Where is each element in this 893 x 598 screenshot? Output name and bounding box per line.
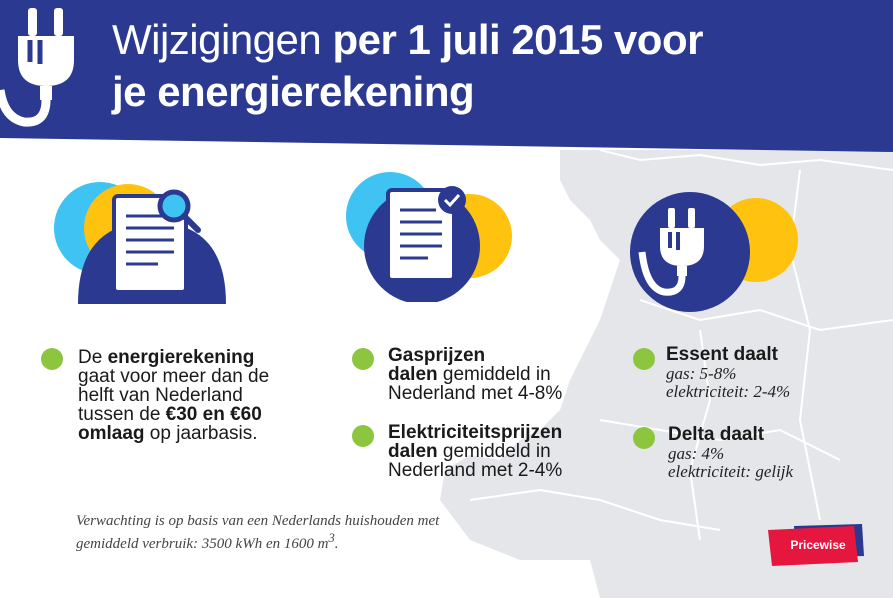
bullet-icon [352,348,374,370]
title-bold-line-1: per 1 juli 2015 voor [332,16,703,63]
bullet-icon [41,348,63,370]
electricity-price-text: Elektriciteitsprijzen dalen gemiddeld in… [388,422,563,481]
gas-price-text: Gasprijzen dalen gemiddeld in Nederland … [388,345,563,404]
bullet-icon [633,427,655,449]
document-search-icon [54,182,226,304]
delta-text: Delta daalt gas: 4% elektriciteit: gelij… [668,424,794,481]
bullet-icon [352,425,374,447]
col1-text: De energierekening gaat voor meer dan de… [78,347,270,444]
essent-text: Essent daalt gas: 5-8% elektriciteit: 2-… [666,344,791,401]
document-check-icon [346,172,512,302]
page-title: Wijzigingen per 1 juli 2015 voor je ener… [112,14,703,118]
footnote: Verwachting is op basis van een Nederlan… [76,513,440,552]
title-bold-line-2: je energierekening [112,68,475,115]
title-thin: Wijzigingen [112,16,333,63]
pricewise-logo [768,524,864,566]
bullet-icon [633,348,655,370]
header-banner [0,0,893,152]
plug-icon [0,8,74,127]
plug-circle-icon [630,192,798,312]
pricewise-logo-text: Pricewise [790,538,846,552]
